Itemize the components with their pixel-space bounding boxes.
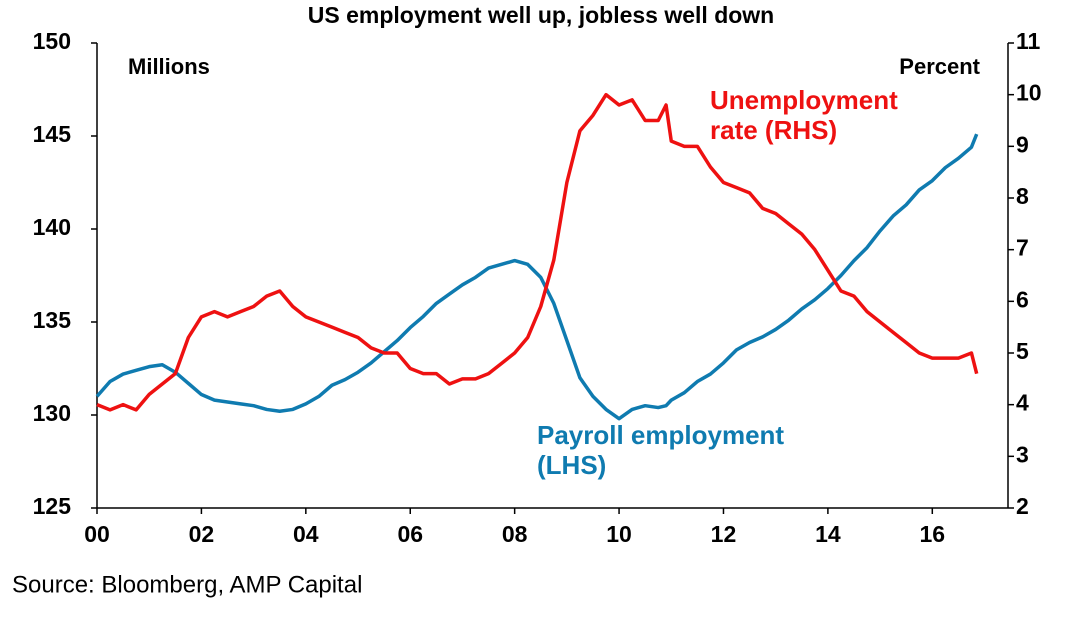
y-tick-label: 150 <box>33 28 71 54</box>
y2-tick-label: 7 <box>1016 235 1029 261</box>
y-tick-label: 125 <box>33 493 72 519</box>
y2-tick-label: 4 <box>1016 390 1029 416</box>
x-tick-label: 08 <box>502 521 528 547</box>
y2-tick-label: 6 <box>1016 286 1029 312</box>
x-tick-label: 12 <box>711 521 737 547</box>
x-tick-label: 00 <box>84 521 110 547</box>
x-tick-label: 16 <box>920 521 946 547</box>
y-tick-label: 130 <box>33 400 71 426</box>
y2-tick-label: 2 <box>1016 493 1029 519</box>
series-line <box>95 133 979 421</box>
series-label: Payroll employment <box>537 420 784 450</box>
y2-tick-label: 9 <box>1016 131 1029 157</box>
series-label: Unemployment <box>710 85 898 115</box>
y2-tick-label: 5 <box>1016 338 1029 364</box>
x-tick-label: 10 <box>606 521 632 547</box>
y-tick-label: 135 <box>33 307 72 333</box>
x-tick-label: 04 <box>293 521 319 547</box>
y-axis-label: Millions <box>128 54 210 79</box>
y2-tick-label: 8 <box>1016 183 1029 209</box>
y-tick-label: 145 <box>33 121 72 147</box>
x-tick-label: 06 <box>397 521 423 547</box>
x-tick-label: 02 <box>189 521 215 547</box>
y2-tick-label: 3 <box>1016 441 1029 467</box>
series-label: (LHS) <box>537 450 606 480</box>
y2-axis-label: Percent <box>899 54 980 79</box>
series-label: rate (RHS) <box>710 115 837 145</box>
y-tick-label: 140 <box>33 214 71 240</box>
chart-title: US employment well up, jobless well down <box>308 2 774 28</box>
y2-tick-label: 10 <box>1016 80 1042 106</box>
y2-tick-label: 11 <box>1016 28 1041 54</box>
x-tick-label: 14 <box>815 521 841 547</box>
source-note: Source: Bloomberg, AMP Capital <box>12 571 362 598</box>
series-line <box>96 92 979 412</box>
